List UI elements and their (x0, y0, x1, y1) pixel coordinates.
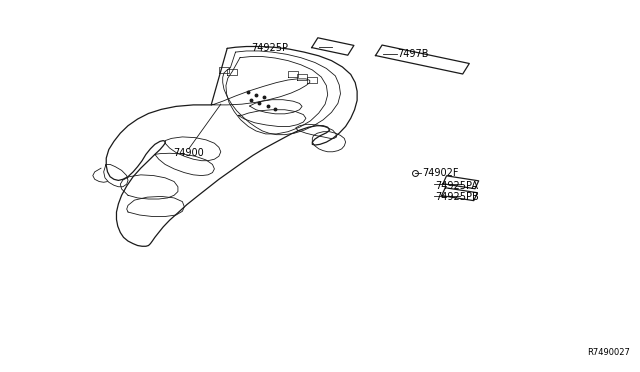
Text: 7497B: 7497B (397, 49, 428, 59)
Text: 74925PB: 74925PB (435, 192, 479, 202)
Text: R7490027: R7490027 (588, 348, 630, 357)
Text: 74925P: 74925P (251, 44, 288, 53)
Text: 74902F: 74902F (422, 168, 459, 178)
Text: 74925PA: 74925PA (435, 181, 478, 191)
Text: 74900: 74900 (173, 148, 204, 157)
